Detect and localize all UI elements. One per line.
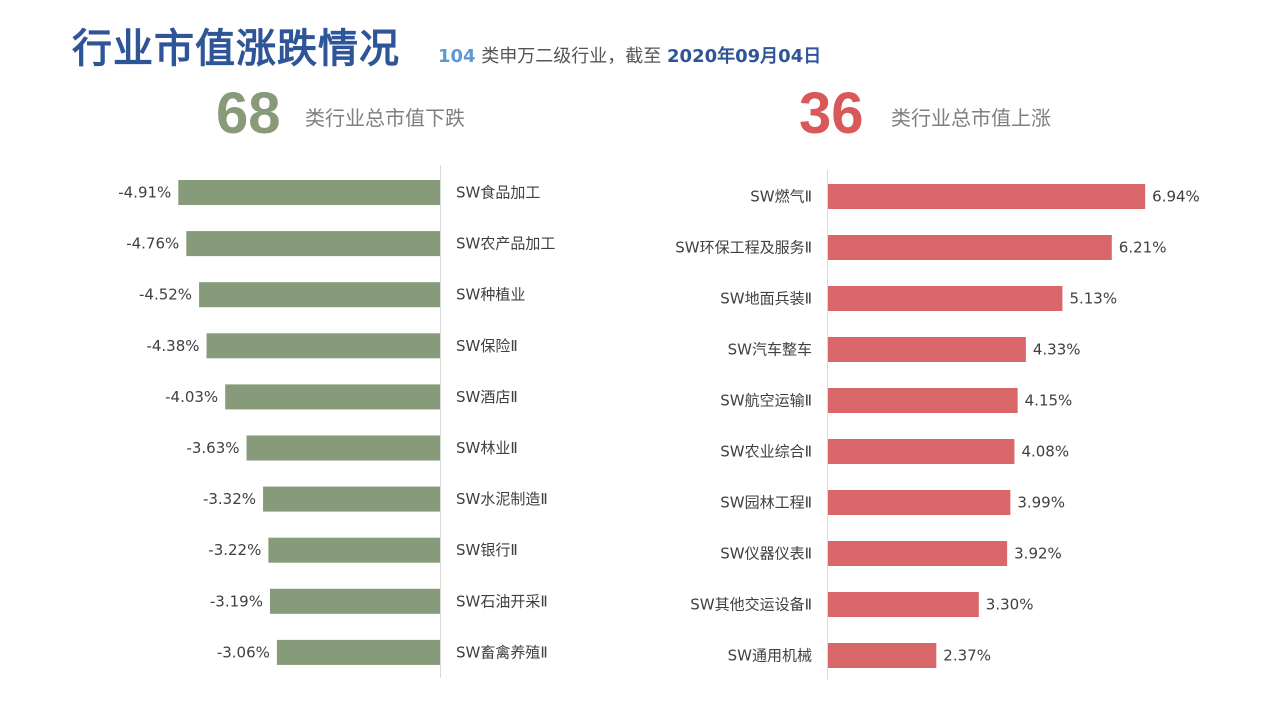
up-count: 36 (799, 81, 864, 146)
up-value-label: 6.21% (1119, 239, 1167, 257)
down-bar (268, 537, 440, 563)
down-value-label: -3.32% (203, 490, 256, 508)
as-of-date: 2020年09月04日 (667, 46, 822, 67)
down-bar (276, 639, 440, 665)
down-bar (178, 180, 440, 205)
chart-up: 6.94% SW燃气Ⅱ 6.21% SW环保工程及服务Ⅱ 5.13% SW地面兵装Ⅱ 4.3… (675, 170, 1200, 680)
down-bar (263, 486, 440, 512)
down-bar (246, 435, 440, 461)
up-category-label: SW通用机械 (728, 647, 812, 665)
down-bar (199, 282, 440, 308)
chart-down: -4.91% SW食品加工 -4.76% SW农产品加工 -4.52% SW种植业 -4.3… (118, 165, 555, 678)
up-category-label: SW环保工程及服务Ⅱ (675, 239, 812, 257)
down-category-label: SW水泥制造Ⅱ (456, 490, 548, 508)
up-bar (828, 235, 1112, 260)
up-count-label: 类行业总市值上涨 (891, 106, 1051, 130)
up-category-label: SW汽车整车 (728, 341, 812, 359)
up-value-label: 2.37% (943, 647, 991, 665)
down-value-label: -3.19% (210, 592, 263, 610)
down-category-label: SW食品加工 (456, 184, 540, 202)
down-value-label: -4.76% (126, 235, 179, 253)
up-bar (828, 388, 1018, 413)
down-category-label: SW石油开采Ⅱ (456, 592, 548, 610)
up-bar (828, 439, 1015, 464)
up-category-label: SW园林工程Ⅱ (720, 494, 812, 512)
down-value-label: -4.38% (146, 337, 199, 355)
down-count: 68 (216, 81, 281, 146)
down-value-label: -4.03% (165, 388, 218, 406)
page-title: 行业市值涨跌情况 (72, 26, 400, 72)
up-category-label: SW其他交运设备Ⅱ (690, 596, 812, 614)
up-value-label: 3.30% (986, 596, 1034, 614)
up-value-label: 4.15% (1025, 392, 1073, 410)
page-subtitle: 104 类申万二级行业，截至 2020年09月04日 (438, 42, 821, 68)
down-bar (206, 333, 440, 359)
up-value-label: 4.08% (1021, 443, 1069, 461)
up-value-label: 5.13% (1069, 290, 1117, 308)
up-value-label: 6.94% (1152, 188, 1200, 206)
down-value-label: -3.06% (217, 643, 270, 661)
up-bar (828, 286, 1063, 311)
down-value-label: -3.22% (208, 541, 261, 559)
down-bar (269, 588, 440, 614)
up-category-label: SW农业综合Ⅱ (720, 443, 812, 461)
up-category-label: SW地面兵装Ⅱ (720, 290, 812, 308)
down-bar (186, 231, 440, 257)
up-category-label: SW燃气Ⅱ (750, 188, 812, 206)
industry-total-count: 104 (438, 46, 476, 67)
down-value-label: -3.63% (186, 439, 239, 457)
down-category-label: SW酒店Ⅱ (456, 388, 518, 406)
down-category-label: SW畜禽养殖Ⅱ (456, 643, 548, 661)
down-category-label: SW银行Ⅱ (456, 541, 518, 559)
down-category-label: SW保险Ⅱ (456, 337, 518, 355)
subtitle-text: 类申万二级行业，截至 (475, 46, 668, 67)
up-value-label: 3.92% (1014, 545, 1062, 563)
up-bar (828, 490, 1011, 515)
down-count-label: 类行业总市值下跌 (305, 106, 465, 130)
down-category-label: SW种植业 (456, 286, 525, 304)
up-value-label: 3.99% (1017, 494, 1065, 512)
up-bar (828, 337, 1026, 362)
up-bar (828, 184, 1146, 209)
down-category-label: SW林业Ⅱ (456, 439, 518, 457)
up-category-label: SW航空运输Ⅱ (720, 392, 812, 410)
up-bar (828, 592, 979, 617)
up-bar (828, 643, 937, 668)
up-bar (828, 541, 1008, 566)
down-category-label: SW农产品加工 (456, 235, 555, 253)
down-bar (225, 384, 440, 410)
down-value-label: -4.91% (118, 184, 171, 202)
up-value-label: 4.33% (1033, 341, 1081, 359)
up-category-label: SW仪器仪表Ⅱ (720, 545, 812, 563)
down-value-label: -4.52% (139, 286, 192, 304)
